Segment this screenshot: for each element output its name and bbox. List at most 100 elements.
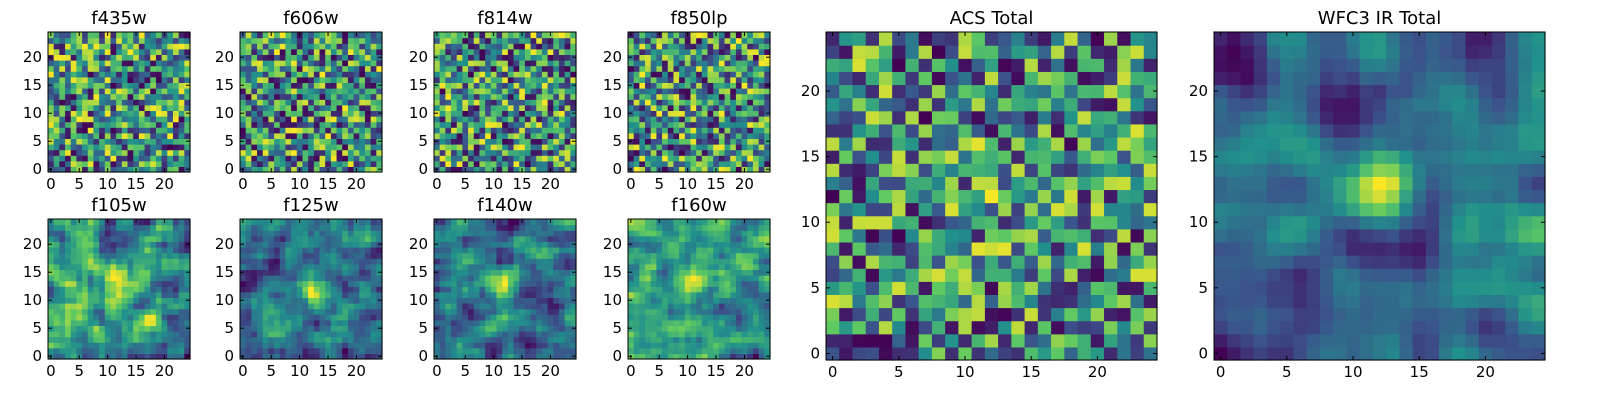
heatmap-cell: [65, 155, 72, 162]
heatmap-cell: [456, 37, 463, 44]
heatmap-cell: [730, 104, 737, 111]
heatmap-cell: [330, 314, 338, 321]
heatmap-cell: [93, 275, 100, 282]
heatmap-cell: [359, 37, 366, 44]
heatmap-cell: [104, 230, 112, 237]
heatmap-cell: [172, 132, 180, 139]
y-tick-label: 20: [215, 235, 234, 253]
heatmap-cell: [93, 314, 100, 321]
heatmap-cell: [110, 76, 117, 83]
heatmap-cell: [541, 71, 549, 78]
heatmap-cell: [262, 247, 269, 254]
heatmap-cell: [53, 37, 60, 44]
heatmap-cell: [730, 291, 737, 298]
heatmap-cell: [519, 252, 526, 259]
heatmap-cell: [376, 252, 383, 259]
heatmap-cell: [434, 258, 441, 265]
heatmap-cell: [167, 280, 174, 287]
heatmap-cell: [59, 219, 66, 226]
heatmap-cell: [764, 319, 771, 326]
heatmap-cell: [473, 54, 481, 61]
heatmap-cell: [513, 219, 520, 226]
heatmap-cell: [456, 155, 463, 162]
heatmap-cell: [667, 60, 675, 67]
heatmap-cell: [87, 99, 95, 106]
heatmap-cell: [434, 132, 441, 139]
heatmap-cell: [370, 252, 377, 259]
heatmap-cell: [752, 82, 760, 89]
heatmap-cell: [530, 155, 537, 162]
heatmap-cell: [59, 32, 66, 39]
heatmap-cell: [633, 280, 640, 287]
heatmap-cell: [99, 65, 106, 72]
heatmap-cell: [302, 235, 309, 242]
heatmap-cell: [496, 65, 503, 72]
heatmap-cell: [764, 60, 771, 67]
heatmap-cell: [279, 303, 287, 310]
heatmap-cell: [718, 149, 726, 156]
heatmap-cell: [155, 230, 163, 237]
heatmap-cell: [342, 219, 349, 226]
heatmap-cell: [439, 286, 446, 293]
heatmap-cell: [262, 336, 269, 343]
heatmap-cell: [155, 88, 163, 95]
heatmap-cell: [93, 342, 100, 349]
heatmap-cell: [99, 60, 106, 67]
heatmap-cell: [558, 325, 566, 332]
heatmap-cell: [633, 314, 640, 321]
heatmap-cell: [673, 342, 680, 349]
heatmap-cell: [530, 60, 537, 67]
heatmap-cell: [70, 297, 77, 304]
heatmap-cell: [570, 104, 577, 111]
heatmap-cell: [513, 247, 520, 254]
heatmap-cell: [502, 166, 509, 173]
heatmap-cell: [656, 303, 663, 310]
heatmap-cell: [161, 65, 168, 72]
heatmap-cell: [319, 48, 326, 55]
heatmap-cell: [507, 263, 515, 270]
heatmap-cell: [553, 71, 560, 78]
heatmap-cell: [718, 336, 726, 343]
heatmap-cell: [541, 219, 549, 226]
heatmap-cell: [684, 127, 692, 134]
heatmap-cell: [730, 166, 737, 173]
heatmap-cell: [451, 110, 458, 117]
heatmap-cell: [513, 342, 520, 349]
heatmap-cell: [645, 308, 652, 315]
heatmap-cell: [364, 241, 372, 248]
heatmap-cell: [370, 303, 377, 310]
heatmap-cell: [99, 71, 106, 78]
heatmap-cell: [456, 48, 463, 55]
heatmap-cell: [456, 241, 463, 248]
heatmap-cell: [662, 132, 669, 139]
heatmap-cell: [690, 336, 697, 343]
heatmap-cell: [172, 275, 180, 282]
heatmap-cell: [502, 99, 509, 106]
heatmap-cell: [524, 65, 532, 72]
heatmap-cell: [502, 224, 509, 231]
heatmap-cell: [513, 275, 520, 282]
heatmap-cell: [473, 93, 481, 100]
heatmap-cell: [285, 347, 292, 354]
heatmap-cell: [468, 65, 475, 72]
heatmap-cell: [251, 258, 258, 265]
heatmap-cell: [485, 93, 492, 100]
heatmap-cell: [110, 138, 117, 145]
heatmap-cell: [524, 116, 532, 123]
heatmap-cell: [730, 138, 737, 145]
heatmap-cell: [656, 347, 663, 354]
heatmap-cell: [570, 43, 577, 50]
heatmap-cell: [268, 303, 275, 310]
heatmap-cell: [116, 331, 123, 338]
heatmap-cell: [268, 280, 275, 287]
heatmap-cell: [570, 60, 577, 67]
heatmap-cell: [342, 269, 349, 276]
heatmap-cell: [82, 241, 89, 248]
heatmap-cell: [291, 224, 298, 231]
heatmap-cell: [490, 342, 498, 349]
heatmap-cell: [184, 88, 191, 95]
heatmap-cell: [473, 116, 481, 123]
heatmap-cell: [296, 48, 304, 55]
heatmap-cell: [144, 71, 151, 78]
heatmap-cell: [65, 104, 72, 111]
